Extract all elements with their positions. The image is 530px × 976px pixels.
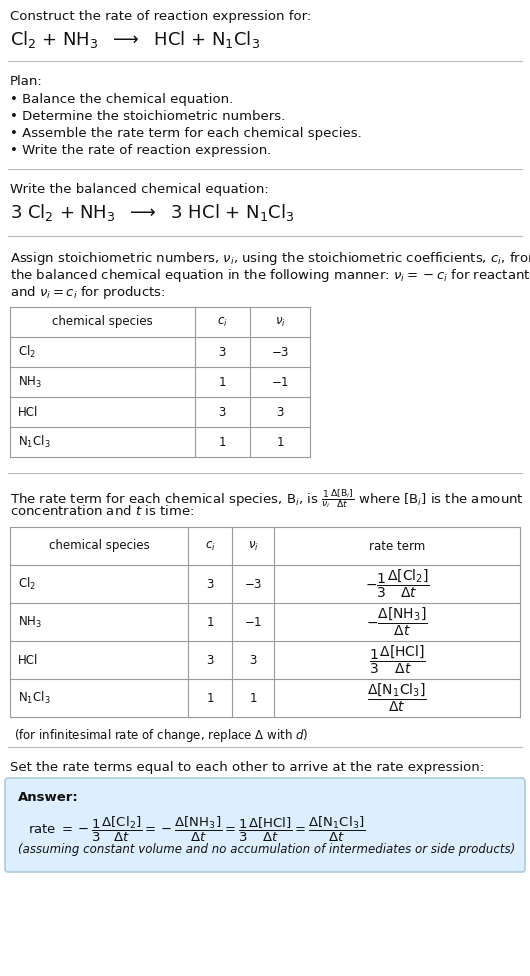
FancyBboxPatch shape bbox=[5, 778, 525, 872]
Text: 1: 1 bbox=[249, 692, 257, 705]
Text: the balanced chemical equation in the following manner: $\nu_i = -c_i$ for react: the balanced chemical equation in the fo… bbox=[10, 267, 530, 284]
Text: 3 Cl$_2$ + NH$_3$  $\longrightarrow$  3 HCl + N$_1$Cl$_3$: 3 Cl$_2$ + NH$_3$ $\longrightarrow$ 3 HC… bbox=[10, 202, 294, 223]
Text: (for infinitesimal rate of change, replace Δ with $d$): (for infinitesimal rate of change, repla… bbox=[14, 727, 308, 744]
Text: Write the balanced chemical equation:: Write the balanced chemical equation: bbox=[10, 183, 269, 196]
Text: $\dfrac{\Delta[\mathrm{N_1Cl_3}]}{\Delta t}$: $\dfrac{\Delta[\mathrm{N_1Cl_3}]}{\Delta… bbox=[367, 682, 427, 714]
Text: concentration and $t$ is time:: concentration and $t$ is time: bbox=[10, 504, 194, 518]
Text: Set the rate terms equal to each other to arrive at the rate expression:: Set the rate terms equal to each other t… bbox=[10, 761, 484, 774]
Text: chemical species: chemical species bbox=[49, 540, 149, 552]
Text: • Determine the stoichiometric numbers.: • Determine the stoichiometric numbers. bbox=[10, 110, 285, 123]
Text: $\dfrac{1}{3}\dfrac{\Delta[\mathrm{HCl}]}{\Delta t}$: $\dfrac{1}{3}\dfrac{\Delta[\mathrm{HCl}]… bbox=[368, 644, 426, 676]
Text: and $\nu_i = c_i$ for products:: and $\nu_i = c_i$ for products: bbox=[10, 284, 165, 301]
Text: $\nu_i$: $\nu_i$ bbox=[275, 315, 286, 329]
Text: 3: 3 bbox=[206, 578, 214, 590]
Text: Cl$_2$: Cl$_2$ bbox=[18, 344, 36, 360]
Text: 3: 3 bbox=[218, 346, 226, 358]
Text: Cl$_2$: Cl$_2$ bbox=[18, 576, 36, 592]
Text: 3: 3 bbox=[276, 405, 284, 419]
Text: $c_i$: $c_i$ bbox=[217, 315, 227, 329]
Text: $-3$: $-3$ bbox=[244, 578, 262, 590]
Text: 3: 3 bbox=[206, 654, 214, 667]
Text: $-\dfrac{\Delta[\mathrm{NH_3}]}{\Delta t}$: $-\dfrac{\Delta[\mathrm{NH_3}]}{\Delta t… bbox=[366, 606, 428, 638]
Text: N$_1$Cl$_3$: N$_1$Cl$_3$ bbox=[18, 690, 51, 706]
Text: 1: 1 bbox=[206, 692, 214, 705]
Text: • Write the rate of reaction expression.: • Write the rate of reaction expression. bbox=[10, 144, 271, 157]
Text: NH$_3$: NH$_3$ bbox=[18, 375, 42, 389]
Text: $-\dfrac{1}{3}\dfrac{\Delta[\mathrm{Cl_2}]}{\Delta t}$: $-\dfrac{1}{3}\dfrac{\Delta[\mathrm{Cl_2… bbox=[365, 568, 429, 600]
Text: Answer:: Answer: bbox=[18, 791, 79, 804]
Text: $-1$: $-1$ bbox=[244, 616, 262, 629]
Text: Cl$_2$ + NH$_3$  $\longrightarrow$  HCl + N$_1$Cl$_3$: Cl$_2$ + NH$_3$ $\longrightarrow$ HCl + … bbox=[10, 29, 260, 50]
Text: $\nu_i$: $\nu_i$ bbox=[248, 540, 259, 552]
Text: 1: 1 bbox=[218, 376, 226, 388]
Text: $c_i$: $c_i$ bbox=[205, 540, 215, 552]
Text: Construct the rate of reaction expression for:: Construct the rate of reaction expressio… bbox=[10, 10, 311, 23]
Text: 1: 1 bbox=[276, 435, 284, 449]
Text: HCl: HCl bbox=[18, 405, 38, 419]
Text: Assign stoichiometric numbers, $\nu_i$, using the stoichiometric coefficients, $: Assign stoichiometric numbers, $\nu_i$, … bbox=[10, 250, 530, 267]
Text: $-1$: $-1$ bbox=[271, 376, 289, 388]
Text: • Assemble the rate term for each chemical species.: • Assemble the rate term for each chemic… bbox=[10, 127, 362, 140]
Text: • Balance the chemical equation.: • Balance the chemical equation. bbox=[10, 93, 233, 106]
Text: chemical species: chemical species bbox=[51, 315, 153, 329]
Text: rate $= -\dfrac{1}{3}\dfrac{\Delta[\mathrm{Cl_2}]}{\Delta t} = -\dfrac{\Delta[\m: rate $= -\dfrac{1}{3}\dfrac{\Delta[\math… bbox=[28, 815, 366, 844]
Text: 1: 1 bbox=[206, 616, 214, 629]
Text: Plan:: Plan: bbox=[10, 75, 43, 88]
Text: (assuming constant volume and no accumulation of intermediates or side products): (assuming constant volume and no accumul… bbox=[18, 843, 515, 856]
Text: rate term: rate term bbox=[369, 540, 425, 552]
Text: 3: 3 bbox=[218, 405, 226, 419]
Text: 1: 1 bbox=[218, 435, 226, 449]
Text: $-3$: $-3$ bbox=[271, 346, 289, 358]
Text: 3: 3 bbox=[249, 654, 257, 667]
Text: HCl: HCl bbox=[18, 654, 38, 667]
Text: NH$_3$: NH$_3$ bbox=[18, 615, 42, 630]
Text: N$_1$Cl$_3$: N$_1$Cl$_3$ bbox=[18, 434, 51, 450]
Text: The rate term for each chemical species, B$_i$, is $\frac{1}{\nu_i}\frac{\Delta[: The rate term for each chemical species,… bbox=[10, 487, 524, 510]
